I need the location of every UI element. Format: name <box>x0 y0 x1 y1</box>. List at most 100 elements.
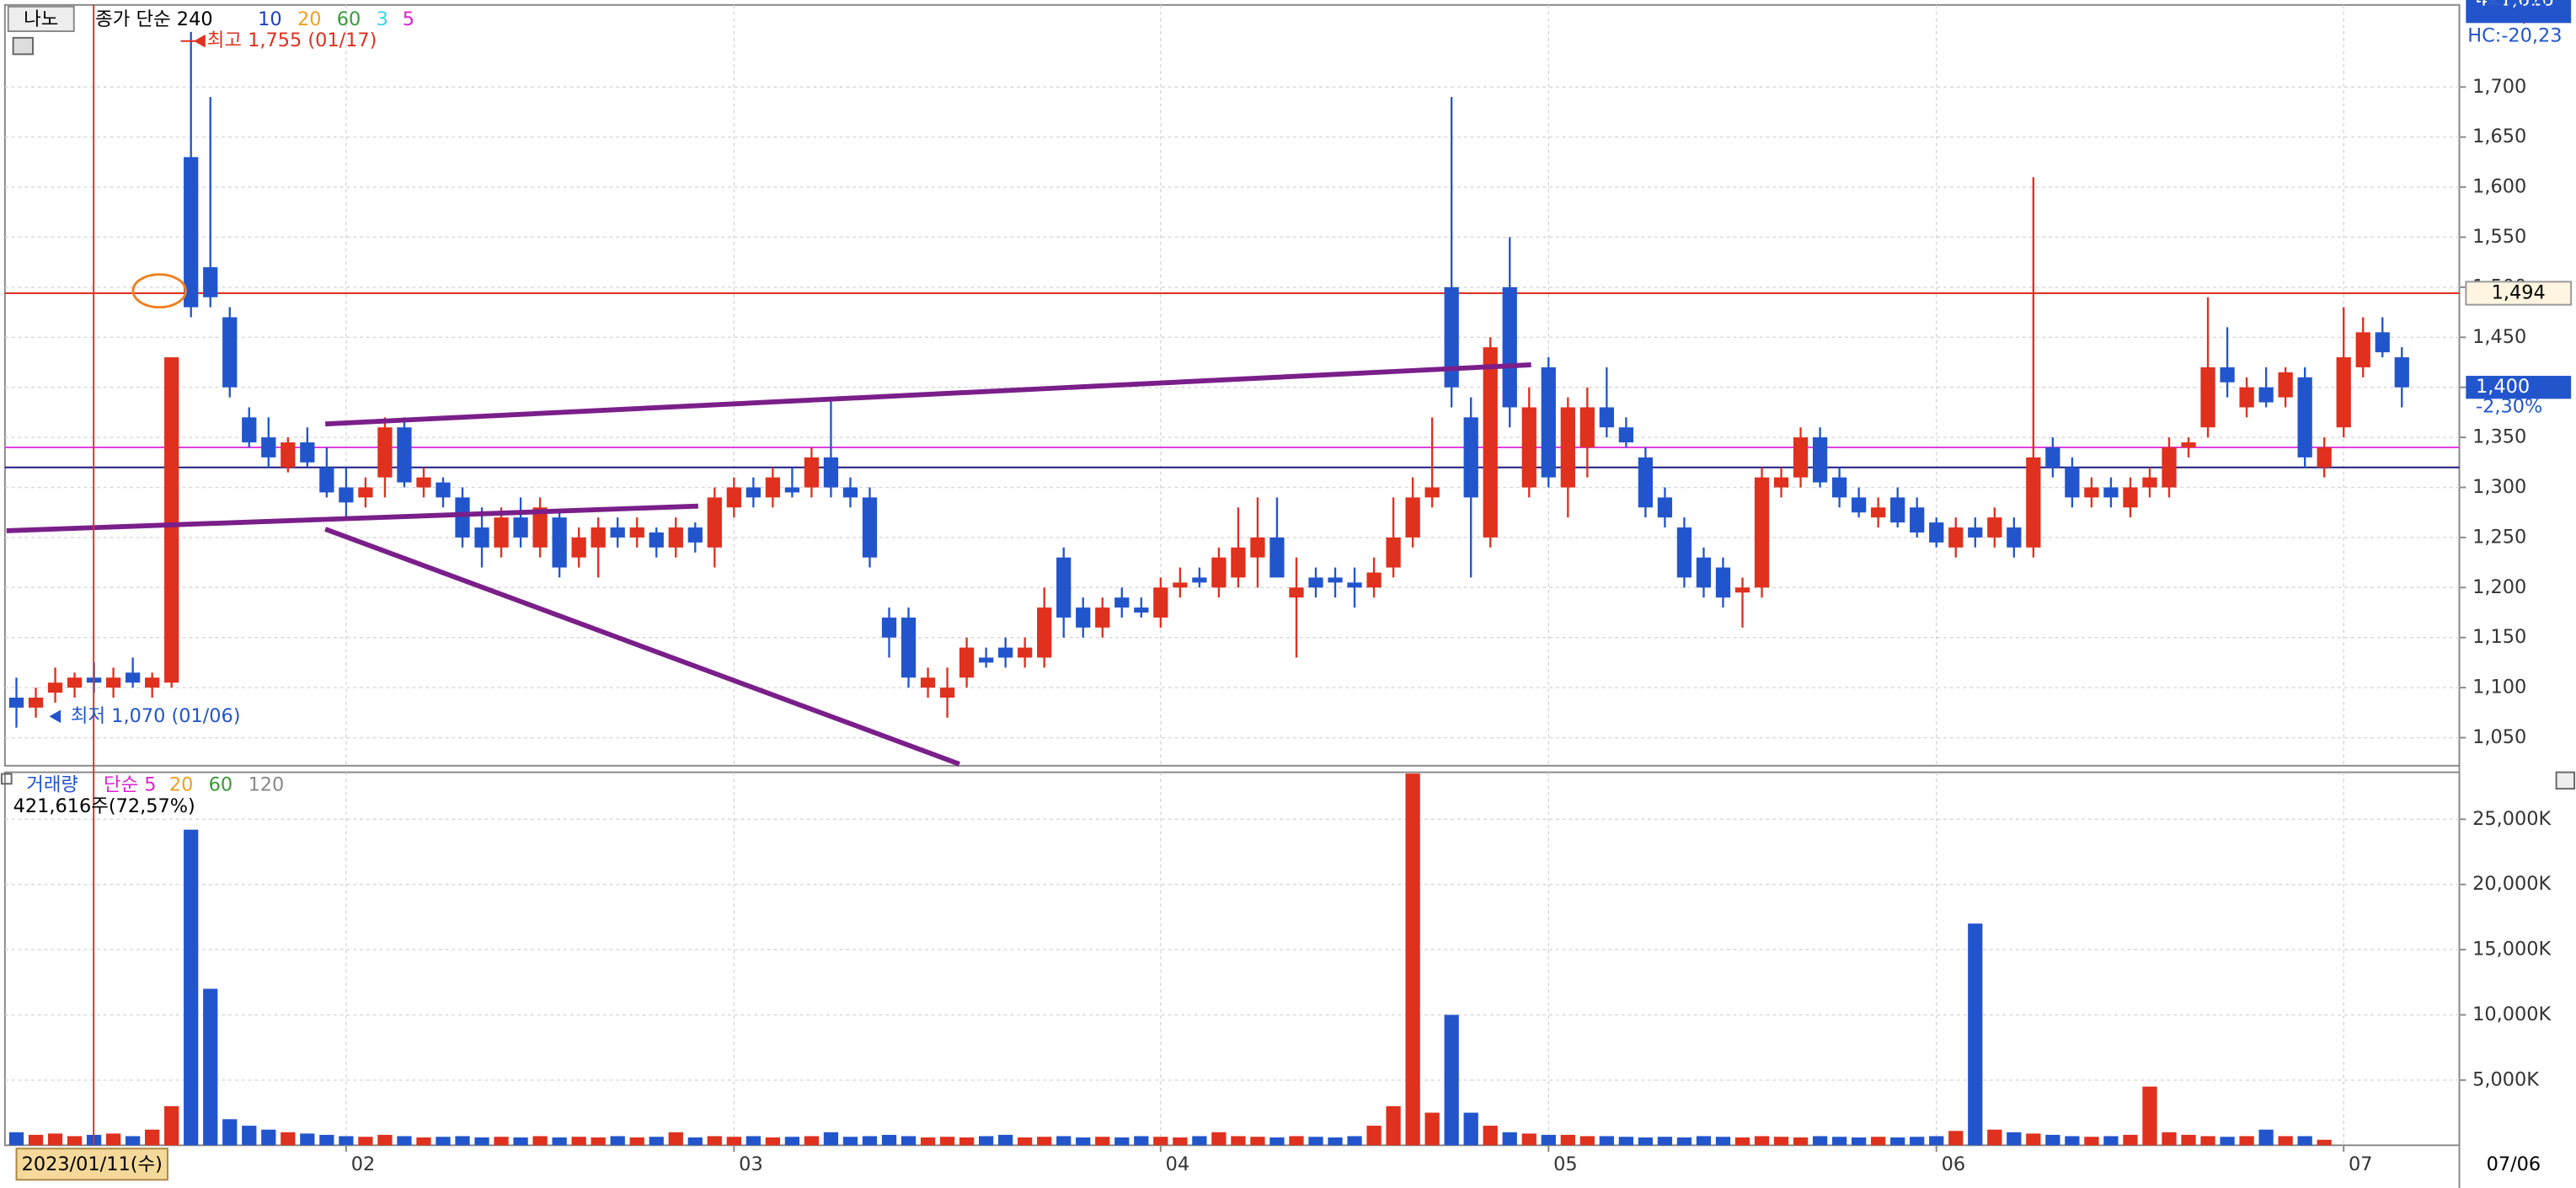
candle-body <box>397 427 412 483</box>
volume-bar <box>1386 1105 1401 1146</box>
volume-bar <box>377 1134 393 1146</box>
candle-body <box>2007 527 2022 548</box>
zoom-button-label[interactable]: 나노 <box>24 8 58 30</box>
table-icon[interactable] <box>12 36 34 56</box>
volume-bar <box>959 1137 975 1146</box>
volume-bar <box>1308 1137 1323 1146</box>
candle-body <box>687 527 703 543</box>
candle-body <box>649 532 664 548</box>
volume-bar <box>1328 1137 1343 1146</box>
candle-body <box>1676 527 1692 578</box>
volume-bar <box>2123 1134 2138 1146</box>
candle-body <box>2239 387 2254 408</box>
candle-body <box>978 657 994 663</box>
candle-body <box>1153 587 1168 618</box>
volume-bar <box>1793 1137 1809 1146</box>
volume-bar <box>8 1132 24 1146</box>
x-tick-label: 04 <box>1166 1153 1190 1175</box>
candle-body <box>1560 407 1575 488</box>
volume-ma-legend: 단순 5 <box>104 774 157 796</box>
volume-bar <box>610 1136 625 1146</box>
candle-body <box>901 617 917 678</box>
y-tick-label: 1,250 <box>2472 526 2526 548</box>
candle-body <box>2375 332 2390 353</box>
volume-bar <box>1734 1137 1750 1146</box>
candle-body <box>416 477 431 488</box>
volume-bar <box>823 1132 839 1146</box>
candle-body <box>1424 487 1440 498</box>
volume-bar <box>105 1133 121 1146</box>
candle-body <box>1502 286 1517 408</box>
candle-body <box>998 647 1013 658</box>
candle-body <box>1638 457 1654 508</box>
volume-bar <box>1173 1137 1188 1146</box>
candle-body <box>1599 407 1614 428</box>
volume-bar <box>126 1136 141 1146</box>
volume-bar <box>1871 1137 1886 1146</box>
volume-bar <box>1405 773 1420 1146</box>
candle-body <box>1773 477 1789 488</box>
candle-body <box>1793 437 1809 478</box>
grid-layer <box>4 4 2460 1146</box>
volume-bar <box>1676 1137 1692 1146</box>
volume-title: 거래량 <box>26 774 78 796</box>
volume-bar <box>1269 1137 1285 1146</box>
candle-body <box>513 517 528 538</box>
pane-close-button[interactable] <box>2555 771 2576 790</box>
trend-line <box>6 503 698 533</box>
volume-bar <box>629 1137 644 1146</box>
y-tick-label: 10,000K <box>2472 1003 2552 1025</box>
candle-body <box>668 527 683 548</box>
volume-bar <box>319 1134 334 1146</box>
y-tick-label: 1,650 <box>2472 126 2526 147</box>
trend-line <box>324 527 960 767</box>
volume-bar <box>939 1137 955 1146</box>
candle-body <box>1405 497 1420 538</box>
volume-bar <box>2065 1136 2080 1146</box>
volume-bar <box>920 1137 936 1146</box>
x-tick-label: 07 <box>2349 1153 2373 1175</box>
volume-bar <box>339 1136 354 1146</box>
candle-body <box>1134 607 1149 613</box>
volume-bar <box>1018 1137 1033 1146</box>
volume-bar <box>901 1136 917 1146</box>
candle-body <box>494 517 509 548</box>
volume-bar <box>1037 1137 1052 1146</box>
candle-body <box>1250 537 1265 558</box>
volume-bar <box>436 1137 451 1146</box>
volume-bar <box>261 1129 276 1146</box>
candle-body <box>2317 447 2332 468</box>
volume-bar <box>222 1119 238 1146</box>
zoom-button[interactable] <box>7 5 75 33</box>
volume-bar <box>2200 1136 2215 1146</box>
ma-title: 종가 단순 240 <box>95 8 212 30</box>
candle-body <box>358 487 373 498</box>
volume-bar <box>649 1137 664 1146</box>
candle-body <box>920 677 936 688</box>
ma-legend: 5 <box>403 8 414 30</box>
candle-body <box>1541 367 1556 478</box>
volume-bar <box>28 1134 44 1146</box>
candle-body <box>377 427 393 478</box>
candle-body <box>532 507 548 548</box>
candle-body <box>1715 567 1731 598</box>
volume-bar <box>1657 1137 1673 1146</box>
candle-body <box>2103 487 2119 498</box>
volume-bar <box>1444 1014 1459 1146</box>
high-annotation: 최고 1,755 (01/17) <box>207 29 377 51</box>
candle-body <box>1095 607 1110 628</box>
x-tick-label: 06 <box>1942 1153 1966 1175</box>
candle-body <box>67 677 83 688</box>
volume-bar <box>591 1137 606 1146</box>
volume-bar <box>1114 1137 1130 1146</box>
candle-body <box>281 442 296 468</box>
volume-bar <box>1483 1126 1498 1146</box>
candle-body <box>261 437 276 458</box>
volume-bar <box>1095 1137 1110 1146</box>
candle-body <box>610 527 625 538</box>
volume-bar <box>1696 1136 1712 1146</box>
volume-bar <box>1599 1136 1614 1146</box>
candle-body <box>203 267 218 297</box>
volume-bar <box>1192 1136 1207 1146</box>
